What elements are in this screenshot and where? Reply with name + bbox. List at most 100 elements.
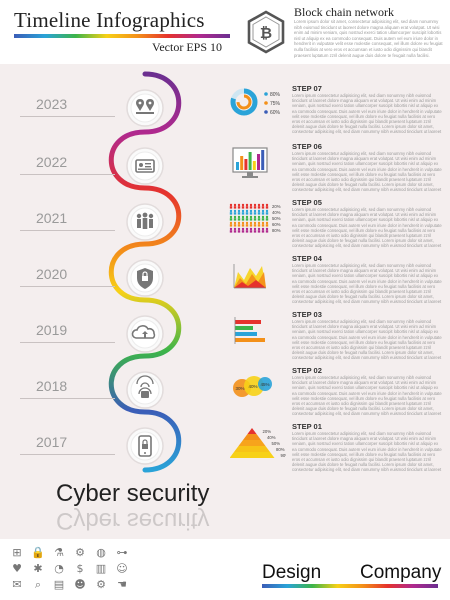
year-divider [20, 454, 115, 455]
step-title: STEP 05 [292, 198, 322, 207]
monitor-chart [232, 147, 268, 178]
chart-label: 20% [272, 204, 281, 209]
timeline-node [126, 371, 164, 409]
step-title: STEP 07 [292, 84, 322, 93]
chart-label: 40% [272, 210, 281, 215]
network-icon: ⊶ [116, 546, 128, 559]
gear-icon: ⚙ [75, 546, 85, 559]
cloud-upload-icon [131, 325, 156, 339]
bar-chart-icon: ▥ [95, 562, 107, 575]
chart-label: 60% [270, 110, 281, 116]
year-label: 2019 [36, 322, 68, 338]
year-label: 2020 [36, 266, 68, 282]
step-block: STEP 04 Lorem ipsum consectetur adipisici… [292, 254, 442, 305]
chart-label: 20% [263, 429, 272, 434]
year-label: 2022 [36, 154, 68, 170]
block-chain-text: Lorem ipsum dolor sit amet, consectetur … [294, 19, 443, 58]
timeline-node [126, 427, 164, 465]
cyber-security-reflection: Cyber security [56, 507, 210, 534]
timeline-node [126, 147, 164, 185]
hand-icon: ☚ [117, 578, 127, 591]
year-divider [20, 398, 115, 399]
design-label: Design [262, 562, 322, 583]
step-title: STEP 02 [292, 366, 322, 375]
chart-label: 40% [267, 435, 276, 440]
year-label: 2018 [36, 378, 68, 394]
header: Timeline Infographics Vector EPS 10 ₿ Bl… [0, 0, 450, 64]
year-divider [20, 342, 115, 343]
step-text: Lorem ipsum consectetur adipisicing elit… [292, 151, 442, 193]
step-block: STEP 02 Lorem ipsum consectetur adipisici… [292, 366, 442, 417]
year-label: 2023 [36, 96, 68, 112]
step-title: STEP 01 [292, 422, 322, 431]
bar-chart [234, 317, 265, 344]
chart-label: 80% [272, 228, 281, 233]
step-text: Lorem ipsum consectetur adipisicing elit… [292, 93, 442, 135]
settings-icon: ⚙ [96, 578, 106, 591]
shield-icon [137, 268, 153, 289]
location-pins-icon [136, 99, 154, 114]
block-chain-title: Block chain network [294, 5, 394, 19]
flowchart-icon: ⊞ [12, 546, 22, 559]
pyramid-chart: 20%40%50%80%90% [230, 428, 287, 458]
year-label: 2021 [36, 210, 68, 226]
step-title: STEP 04 [292, 254, 322, 263]
year-divider [20, 116, 115, 117]
phone-lock-icon [138, 435, 152, 457]
chart-label: 60% [272, 222, 281, 227]
timeline-node [126, 259, 164, 297]
vector-eps-label: Vector EPS 10 [152, 40, 222, 55]
step-block: STEP 06 Lorem ipsum consectetur adipisici… [292, 142, 442, 193]
chart-label: 75% [270, 101, 281, 107]
fingerprint-icon [136, 375, 154, 398]
pie-icon: ◔ [54, 562, 64, 575]
company-label: Company [360, 562, 442, 583]
chart-label: 45% [260, 382, 269, 387]
lab-icon: ⚗ [54, 546, 64, 559]
id-card-icon [135, 159, 155, 173]
mail-icon: ✉ [12, 578, 22, 591]
donut-chart: 80% 75% 60% [230, 88, 281, 116]
timeline-node [126, 203, 164, 241]
year-label: 2017 [36, 434, 68, 450]
step-block: STEP 01 Lorem ipsum consectetur adipisici… [292, 422, 442, 473]
footer-rainbow-bar [262, 584, 438, 588]
bitcoin-hexagon-icon: ₿ [247, 10, 285, 54]
heart-icon: ♥ [12, 562, 22, 575]
step-text: Lorem ipsum consectetur adipisicing elit… [292, 375, 442, 417]
chart-label: 50% [272, 216, 281, 221]
step-block: STEP 07 Lorem ipsum consectetur adipisici… [292, 84, 442, 135]
step-block: STEP 03 Lorem ipsum consectetur adipisici… [292, 310, 442, 361]
vector-label: Vector [152, 40, 184, 54]
people-chart: 20% 40% [229, 203, 281, 233]
title-rainbow-bar [14, 34, 230, 38]
bug-icon: ✱ [33, 562, 43, 575]
cyber-security-title: Cyber security [56, 480, 210, 507]
year-divider [20, 174, 115, 175]
step-title: STEP 03 [292, 310, 322, 319]
users-icon: ☺ [116, 562, 128, 575]
step-text: Lorem ipsum consectetur adipisicing elit… [292, 207, 442, 249]
people-group-icon [136, 212, 154, 229]
magnifier-icon: ⌕ [34, 578, 42, 591]
area-chart [233, 264, 266, 289]
circles-chart: 30% 40% 45% [233, 376, 272, 397]
timeline-panel [0, 64, 450, 539]
chart-label: 80% [270, 92, 281, 98]
lock-icon: 🔒 [31, 546, 45, 559]
chart-label: 90% [281, 453, 287, 458]
timeline-node [126, 89, 164, 127]
year-divider [20, 230, 115, 231]
chart-label: 30% [235, 386, 244, 391]
chart-label: 50% [272, 441, 281, 446]
logo-symbol: ₿ [260, 25, 272, 42]
globe-icon: ◍ [96, 546, 106, 559]
step-block: STEP 05 Lorem ipsum consectetur adipisici… [292, 198, 442, 249]
year-divider [20, 286, 115, 287]
chart-label: 80% [276, 447, 285, 452]
step-title: STEP 06 [292, 142, 322, 151]
step-text: Lorem ipsum consectetur adipisicing elit… [292, 263, 442, 305]
money-icon: $ [76, 562, 84, 575]
